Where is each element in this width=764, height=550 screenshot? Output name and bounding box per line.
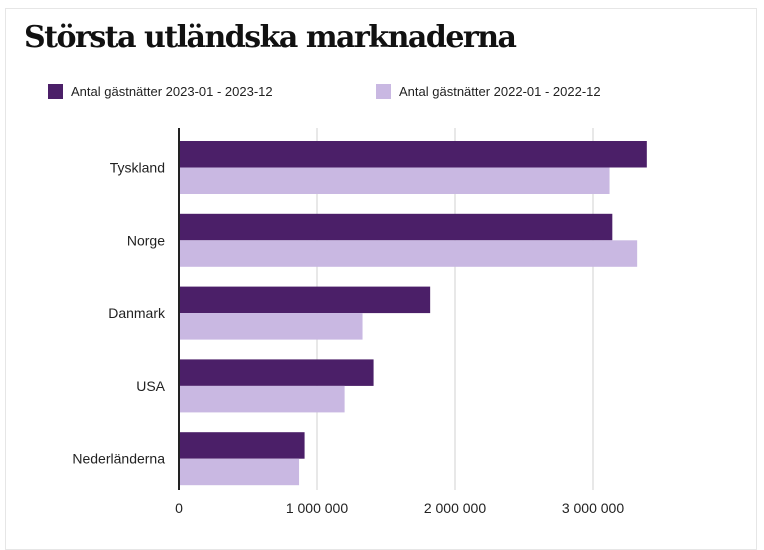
x-tick-label: 1 000 000 — [286, 500, 348, 516]
legend-label: Antal gästnätter 2022-01 - 2022-12 — [399, 84, 601, 99]
bar-tyskland-2022 — [179, 167, 610, 194]
legend-label: Antal gästnätter 2023-01 - 2023-12 — [71, 84, 273, 99]
bar-usa-2022 — [179, 385, 345, 413]
x-tick-label: 0 — [175, 500, 183, 516]
legend-swatch — [376, 84, 391, 99]
chart-title: Största utländska marknaderna — [24, 20, 517, 55]
x-tick-label: 3 000 000 — [562, 500, 624, 516]
legend-item-2022: Antal gästnätter 2022-01 - 2022-12 — [376, 84, 601, 99]
bar-danmark-2022 — [179, 313, 363, 340]
category-label: Nederländerna — [72, 451, 165, 467]
bar-usa-2023 — [179, 359, 374, 386]
bar-tyskland-2023 — [179, 141, 647, 168]
category-label: USA — [136, 378, 165, 394]
legend-swatch — [48, 84, 63, 99]
category-label: Norge — [127, 232, 165, 248]
category-label: Danmark — [108, 305, 166, 321]
bar-nederländerna-2023 — [179, 432, 305, 459]
bar-nederländerna-2022 — [179, 458, 300, 486]
x-tick-label: 2 000 000 — [424, 500, 486, 516]
bar-chart: 0 1 000 000 2 000 000 3 000 000 Tyskland Norg… — [72, 128, 647, 516]
bar-norge-2023 — [179, 213, 613, 241]
legend-item-2023: Antal gästnätter 2023-01 - 2023-12 — [48, 84, 273, 99]
category-label: Tyskland — [110, 160, 165, 176]
bar-norge-2022 — [179, 240, 638, 267]
bar-danmark-2023 — [179, 286, 431, 314]
